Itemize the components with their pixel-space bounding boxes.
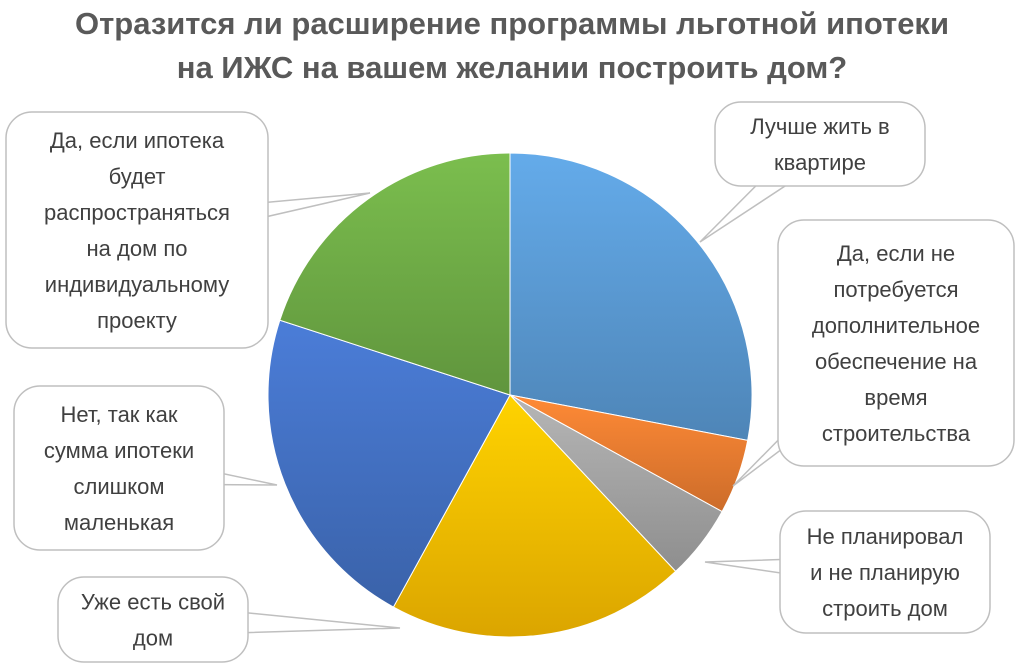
slice-label-line: дом <box>133 626 173 651</box>
slice-label-line: Да, если не <box>837 241 955 266</box>
slice-label-line: распространяться <box>44 200 230 225</box>
slice-label-line: слишком <box>73 474 164 499</box>
slice-label-line: обеспечение на <box>815 349 978 374</box>
slice-label-line: на дом по <box>87 236 188 261</box>
slice-label-line: строительства <box>822 421 971 446</box>
chart-title-line-1: Отразится ли расширение программы льготн… <box>74 6 950 41</box>
slice-label-line: строить дом <box>822 596 948 621</box>
callout-box-fill <box>8 114 266 346</box>
slice-label-line: время <box>864 385 927 410</box>
callout-box-fill <box>60 579 246 660</box>
callout-5: Нет, так как сумма ипотеки слишком маленька… <box>13 385 278 551</box>
callout-2: Да, если не потребуется дополнительное обес… <box>732 219 1015 487</box>
slice-label-line: квартире <box>774 150 866 175</box>
slice-label-line: сумма ипотеки <box>44 438 194 463</box>
pie-slice-1 <box>509 152 753 441</box>
slice-label-line: потребуется <box>833 277 958 302</box>
callout-box-fill <box>16 388 222 548</box>
callout-box-fill <box>717 104 923 184</box>
pie-slices <box>267 152 753 638</box>
callout-1: Лучше жить в квартире <box>699 101 926 243</box>
chart-title: Отразится ли расширение программы льготн… <box>0 0 1024 90</box>
slice-label-line: и не планирую <box>810 560 960 585</box>
slice-label-line: Нет, так как <box>60 402 177 427</box>
callout-6: Да, если ипотека будет распространяться на … <box>5 111 371 349</box>
slice-label-line: маленькая <box>64 510 174 535</box>
slice-label-line: дополнительное <box>812 313 980 338</box>
slice-label-line: Уже есть свой <box>81 590 225 615</box>
slice-label-line: проекту <box>97 308 177 333</box>
slice-label-line: индивидуальному <box>45 272 229 297</box>
chart-title-line-2: на ИЖС на вашем желании построить дом? <box>176 50 848 85</box>
slice-label-line: Не планировал <box>807 524 964 549</box>
callout-4: Уже есть свой дом <box>57 576 401 663</box>
pie-slice-5 <box>267 319 511 608</box>
callouts: Лучше жить в квартире Да, если не потребует… <box>5 101 1015 663</box>
callout-box-fill <box>780 222 1012 464</box>
pie-slice-6 <box>279 152 511 396</box>
slice-label-line: будет <box>109 164 166 189</box>
callout-3: Не планировал и не планирую строить дом <box>704 510 991 634</box>
slice-label-line: Лучше жить в <box>750 114 890 139</box>
callout-box-fill <box>782 513 988 631</box>
slice-label-line: Да, если ипотека <box>50 128 225 153</box>
pie-slice-4 <box>392 394 677 638</box>
